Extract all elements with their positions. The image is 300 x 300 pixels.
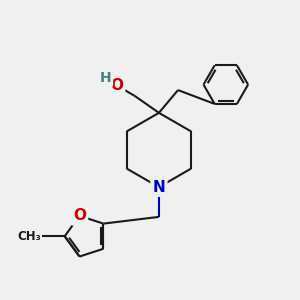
Text: O: O [73,208,86,223]
Text: CH₃: CH₃ [17,230,41,243]
Text: N: N [152,180,165,195]
Text: H: H [99,71,111,85]
Text: O: O [110,78,123,93]
